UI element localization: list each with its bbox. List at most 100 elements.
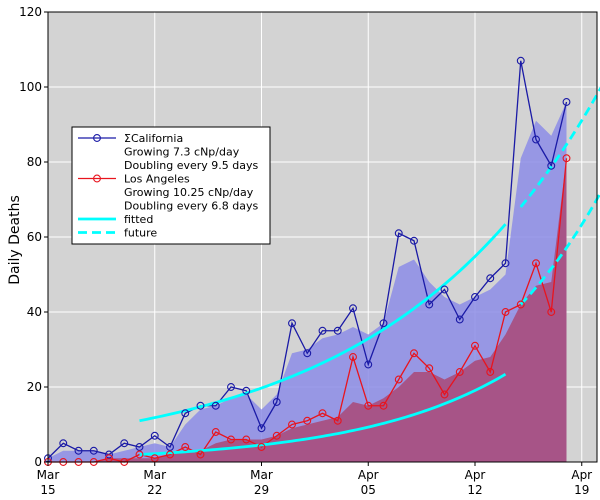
- legend-label-la: Los Angeles: [124, 173, 190, 186]
- y-tick-label: 40: [27, 305, 42, 319]
- data-lines: [47, 60, 568, 463]
- california-point: [394, 229, 403, 238]
- legend-label-la_growth: Growing 10.25 cNp/day: [124, 186, 254, 199]
- california-point: [379, 319, 388, 328]
- los-angeles-point: [379, 401, 388, 410]
- y-tick-label: 20: [27, 380, 42, 394]
- los-angeles-point: [410, 349, 418, 358]
- los-angeles-point: [272, 431, 281, 440]
- california-point: [303, 349, 312, 358]
- x-tick-label-month: Apr: [358, 468, 379, 482]
- los-angeles-point: [303, 416, 312, 425]
- x-tick-label-month: Apr: [571, 468, 592, 482]
- area-fills: [48, 102, 567, 462]
- california-point: [349, 304, 357, 313]
- los-angeles-area: [48, 158, 567, 462]
- california-point: [532, 135, 540, 144]
- california-point: [135, 443, 144, 451]
- los-angeles-line: [48, 158, 568, 463]
- legend-label-ca_growth: Growing 7.3 cNp/day: [124, 146, 240, 159]
- los-angeles-point: [242, 435, 251, 444]
- california-point: [166, 443, 174, 451]
- los-angeles-point: [166, 450, 174, 459]
- california-point: [120, 439, 129, 448]
- los-angeles-point: [349, 353, 357, 361]
- california-point: [410, 236, 418, 245]
- los-angeles-point: [547, 308, 556, 316]
- los-angeles-point: [425, 364, 434, 373]
- california-point: [547, 161, 556, 170]
- x-tick-label-month: Mar: [250, 468, 273, 482]
- x-tick-label-day: 12: [467, 483, 482, 497]
- y-tick-label: 100: [19, 80, 42, 94]
- california-point: [150, 431, 159, 440]
- fitted-line: [139, 223, 507, 423]
- los-angeles-point: [471, 341, 479, 350]
- california-point: [105, 450, 113, 459]
- los-angeles-point: [211, 428, 220, 436]
- los-angeles-point: [562, 154, 571, 163]
- future-fit-line: [519, 86, 600, 208]
- california-point: [242, 386, 251, 395]
- x-tick-label-day: 19: [574, 483, 589, 497]
- y-tick-label: 0: [34, 455, 42, 469]
- california-point: [89, 446, 98, 455]
- los-angeles-point: [364, 401, 373, 410]
- california-point: [59, 439, 68, 448]
- x-tick-label-month: Apr: [465, 468, 486, 482]
- california-point: [425, 300, 434, 309]
- los-angeles-point: [394, 375, 403, 384]
- los-angeles-point: [181, 443, 190, 451]
- legend-label-ca_doubling: Doubling every 9.5 days: [124, 159, 259, 172]
- x-tick-label-day: 22: [147, 483, 162, 497]
- los-angeles-point: [135, 450, 144, 459]
- california-point: [562, 98, 571, 106]
- los-angeles-point: [455, 368, 464, 376]
- california-point: [211, 401, 220, 410]
- california-line: [47, 60, 568, 459]
- y-axis-title: Daily Deaths: [7, 195, 23, 285]
- legend-label-fitted: fitted: [124, 213, 153, 226]
- y-tick-label: 60: [27, 230, 42, 244]
- california-point: [333, 326, 342, 335]
- los-angeles-point: [318, 409, 327, 418]
- california-point: [288, 319, 296, 328]
- x-tick-label-month: Mar: [143, 468, 166, 482]
- california-point: [486, 274, 495, 283]
- x-tick-label-day: 29: [254, 483, 269, 497]
- y-tick-label: 120: [19, 5, 42, 19]
- california-point: [227, 383, 235, 391]
- california-point: [74, 446, 83, 455]
- legend-label-la_doubling: Doubling every 6.8 days: [124, 200, 259, 213]
- california-point: [471, 293, 479, 301]
- california-point: [455, 315, 464, 324]
- california-point: [440, 285, 449, 294]
- legend-label-california: ΣCalifornia: [124, 132, 183, 145]
- california-area: [48, 102, 567, 462]
- california-point: [272, 398, 281, 406]
- x-tick-label-day: 15: [40, 483, 55, 497]
- legend-box: [71, 126, 271, 245]
- legend-label-future: future: [124, 227, 157, 240]
- legend-swatch-marker: [93, 174, 101, 183]
- california-point: [318, 326, 327, 335]
- x-tick-label-day: 05: [361, 483, 376, 497]
- california-point: [501, 259, 510, 268]
- los-angeles-point: [486, 368, 495, 376]
- california-point: [364, 360, 373, 369]
- los-angeles-point: [532, 259, 540, 268]
- y-axis: 0 20 40 60 80 100 120: [19, 5, 48, 469]
- legend-swatch-marker: [93, 134, 101, 142]
- x-tick-label-month: Mar: [37, 468, 60, 482]
- los-angeles-point: [227, 435, 235, 444]
- y-tick-label: 80: [27, 155, 42, 169]
- los-angeles-point: [501, 308, 510, 316]
- california-point: [181, 409, 190, 418]
- los-angeles-point: [333, 416, 342, 425]
- los-angeles-point: [288, 420, 296, 429]
- california-point: [257, 424, 266, 433]
- los-angeles-point: [257, 443, 266, 451]
